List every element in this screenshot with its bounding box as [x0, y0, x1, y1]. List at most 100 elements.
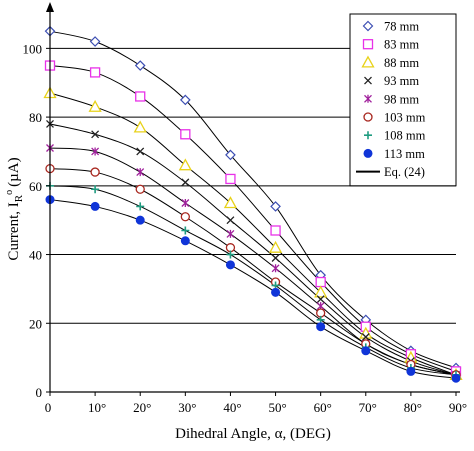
y-tick-label: 80: [29, 110, 42, 125]
data-point: [91, 185, 100, 194]
data-point: [178, 158, 192, 171]
data-point: [225, 243, 236, 253]
x-tick-label: 10°: [88, 400, 106, 415]
data-point: [135, 91, 146, 102]
data-point: [223, 196, 238, 209]
data-point: [271, 254, 280, 262]
legend-label: 98 mm: [384, 92, 419, 106]
x-tick-label: 90°: [449, 400, 467, 415]
data-point: [180, 236, 190, 246]
legend-marker: [362, 39, 374, 50]
data-point: [179, 94, 191, 106]
fit-curve-2: [49, 92, 457, 376]
data-markers: [43, 25, 463, 383]
data-point: [270, 225, 281, 236]
data-point: [88, 99, 102, 112]
data-point: [181, 178, 190, 187]
data-point: [181, 226, 190, 235]
data-point: [271, 287, 281, 297]
y-tick-label: 60: [29, 179, 42, 194]
data-point: [136, 202, 145, 211]
data-point: [181, 199, 190, 207]
legend-label: 83 mm: [384, 38, 419, 52]
legend: 78 mm 83 mm 88 mm 93 mm 98 mm 103 mm 108 mm 113…: [349, 13, 457, 187]
fit-curves: [49, 30, 457, 379]
x-tick-label: 50°: [268, 400, 286, 415]
fit-curve-0: [49, 30, 457, 369]
legend-label: 103 mm: [384, 111, 426, 125]
legend-marker: [361, 55, 375, 68]
y-tick-label: 40: [29, 248, 42, 263]
data-point: [180, 212, 190, 222]
data-point: [270, 201, 281, 212]
legend-label: 78 mm: [384, 20, 419, 34]
x-axis-title: Dihedral Angle, α, (DEG): [175, 426, 331, 442]
data-point: [226, 229, 235, 238]
data-point: [361, 333, 370, 341]
data-point: [225, 149, 236, 161]
fit-curve-3: [49, 123, 457, 376]
data-point: [89, 67, 101, 78]
data-point: [90, 201, 100, 211]
data-point: [315, 276, 326, 288]
x-tick-label: 0: [45, 400, 52, 415]
axis-titles: Dihedral Angle, α, (DEG) Current, IRo (µA…: [4, 157, 331, 442]
legend-marker: [364, 94, 372, 103]
legend-label: Eq. (24): [384, 165, 425, 179]
data-point: [271, 264, 280, 273]
fit-curve-1: [49, 65, 457, 372]
y-tick-label: 100: [23, 41, 43, 56]
x-tick-label: 20°: [133, 400, 151, 415]
legend-label: 93 mm: [384, 74, 419, 88]
axes: 0 20 40 60 80 100 0 10° 20° 30° 40° 50° 60° 70° 80° 90°: [23, 2, 467, 415]
legend-marker: [363, 148, 373, 158]
data-point: [180, 129, 191, 140]
data-point: [136, 147, 145, 156]
x-tick-label: 40°: [223, 400, 241, 415]
legend-label: 88 mm: [384, 56, 419, 70]
x-tick-label: 80°: [404, 400, 422, 415]
data-point: [226, 250, 235, 259]
data-point: [316, 308, 326, 318]
y-tick-label: 0: [36, 385, 43, 400]
y-axis-title-main: Current, I: [6, 202, 22, 260]
data-point: [314, 285, 328, 298]
fit-curve-5: [49, 168, 457, 376]
x-tick-label: 30°: [178, 400, 196, 415]
data-point: [133, 120, 147, 133]
data-point: [91, 147, 100, 156]
data-point: [135, 215, 145, 225]
fit-curve-7: [49, 199, 457, 379]
data-point: [268, 240, 283, 253]
y-axis-title-superscript: o: [4, 190, 15, 195]
y-axis-arrow: [46, 2, 54, 12]
data-point: [134, 60, 146, 71]
y-axis-title-subscript: R: [13, 194, 25, 202]
legend-label: 113 mm: [384, 147, 425, 161]
data-point: [316, 322, 326, 332]
x-tick-label: 60°: [314, 400, 332, 415]
legend-marker: [363, 112, 373, 122]
y-tick-label: 20: [29, 316, 42, 331]
legend-marker: [364, 76, 372, 85]
data-point: [226, 216, 235, 225]
legend-marker: [364, 131, 372, 140]
data-point: [316, 295, 325, 304]
data-point: [359, 326, 373, 339]
data-point: [451, 373, 461, 383]
y-axis-title-unit: (µA): [6, 157, 22, 186]
data-point: [361, 346, 371, 356]
data-point: [225, 260, 235, 270]
x-tick-label: 70°: [359, 400, 377, 415]
legend-marker: [362, 20, 374, 32]
data-point: [225, 173, 236, 185]
fit-curve-6: [49, 185, 457, 376]
data-point: [90, 167, 100, 177]
data-point: [135, 184, 145, 194]
y-axis-title: Current, IRo (µA): [4, 157, 25, 260]
data-point: [91, 130, 100, 139]
data-point: [406, 366, 416, 376]
data-point: [89, 36, 101, 47]
legend-label: 108 mm: [384, 129, 426, 143]
